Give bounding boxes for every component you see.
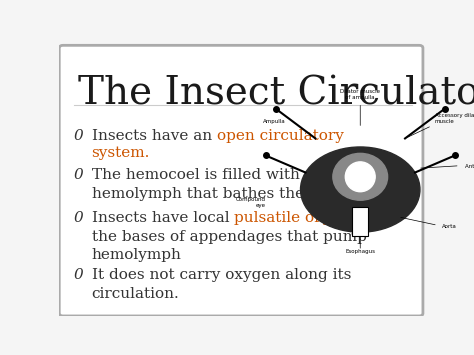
Text: Accessory dilator
muscle: Accessory dilator muscle — [435, 113, 474, 124]
Text: at: at — [358, 211, 378, 225]
Text: Compound
eye: Compound eye — [236, 197, 265, 208]
Ellipse shape — [301, 147, 420, 232]
Text: The Insect Circulatory System: The Insect Circulatory System — [78, 75, 474, 113]
Text: system.: system. — [91, 147, 150, 160]
Text: the bases of appendages that pump
hemolymph: the bases of appendages that pump hemoly… — [91, 230, 366, 262]
Text: Aorta: Aorta — [442, 224, 457, 229]
FancyBboxPatch shape — [59, 45, 423, 316]
Text: It does not carry oxygen along its
circulation.: It does not carry oxygen along its circu… — [91, 268, 351, 301]
Ellipse shape — [345, 162, 375, 192]
Text: Esophagus: Esophagus — [345, 250, 375, 255]
Text: 0: 0 — [74, 129, 84, 143]
Text: pulsatile organs: pulsatile organs — [234, 211, 358, 225]
Text: The hemocoel is filled with
hemolymph that bathes the organs: The hemocoel is filled with hemolymph th… — [91, 168, 362, 201]
Text: 0: 0 — [74, 211, 84, 225]
Text: Insects have an: Insects have an — [91, 129, 217, 143]
Text: Antennal vessel: Antennal vessel — [465, 164, 474, 169]
Text: Insects have local: Insects have local — [91, 211, 234, 225]
Bar — [352, 207, 368, 236]
Text: Dilator muscle
of ampulla: Dilator muscle of ampulla — [340, 89, 380, 100]
Ellipse shape — [333, 153, 388, 200]
Text: Ampulla: Ampulla — [263, 119, 285, 124]
Text: 0: 0 — [74, 268, 84, 282]
Text: 0: 0 — [74, 168, 84, 182]
Text: open circulatory: open circulatory — [217, 129, 344, 143]
